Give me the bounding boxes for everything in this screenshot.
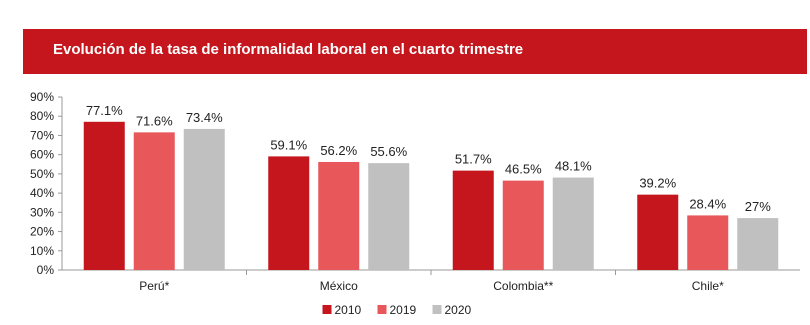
bar-2019 xyxy=(687,215,729,270)
bar-2019 xyxy=(133,132,175,270)
data-label: 59.1% xyxy=(270,137,307,152)
data-label: 28.4% xyxy=(689,196,726,211)
bar-2019 xyxy=(502,180,544,270)
category-label: Chile* xyxy=(692,279,724,293)
y-tick-label: 70% xyxy=(30,128,54,142)
bar-2010 xyxy=(268,156,310,270)
y-tick-label: 30% xyxy=(30,205,54,219)
data-label: 56.2% xyxy=(320,143,357,158)
y-tick-label: 80% xyxy=(30,109,54,123)
bar-2010 xyxy=(452,170,494,270)
data-label: 77.1% xyxy=(86,103,123,118)
bar-2010 xyxy=(637,194,679,270)
bar-2020 xyxy=(183,128,225,270)
data-label: 55.6% xyxy=(370,144,407,159)
chart-title: Evolución de la tasa de informalidad lab… xyxy=(53,41,524,58)
y-tick-label: 50% xyxy=(30,167,54,181)
y-tick-label: 10% xyxy=(30,244,54,258)
category-label: México xyxy=(320,279,358,293)
legend-label: 2019 xyxy=(390,303,417,317)
chart-title-banner: Evolución de la tasa de informalidad lab… xyxy=(23,29,807,74)
data-label: 39.2% xyxy=(639,176,676,191)
y-tick-label: 20% xyxy=(30,225,54,239)
y-tick-label: 90% xyxy=(30,90,54,104)
category-label: Perú* xyxy=(139,279,169,293)
bar-2020 xyxy=(552,177,594,270)
data-label: 51.7% xyxy=(455,152,492,167)
bar-2020 xyxy=(368,163,410,270)
y-tick-label: 40% xyxy=(30,186,54,200)
y-tick-label: 60% xyxy=(30,148,54,162)
y-tick-label: 0% xyxy=(37,263,55,277)
bar-2010 xyxy=(83,121,125,271)
legend-swatch xyxy=(432,305,442,314)
category-label: Colombia** xyxy=(493,279,553,293)
bar-2019 xyxy=(318,161,360,270)
data-label: 48.1% xyxy=(555,159,592,174)
legend-label: 2020 xyxy=(445,303,472,317)
bar-2020 xyxy=(737,218,779,270)
legend-label: 2010 xyxy=(335,303,362,317)
legend-swatch xyxy=(377,305,387,314)
data-label: 71.6% xyxy=(136,113,173,128)
data-label: 27% xyxy=(745,199,771,214)
data-label: 73.4% xyxy=(186,110,223,125)
legend-swatch xyxy=(322,305,332,314)
data-label: 46.5% xyxy=(505,162,542,177)
